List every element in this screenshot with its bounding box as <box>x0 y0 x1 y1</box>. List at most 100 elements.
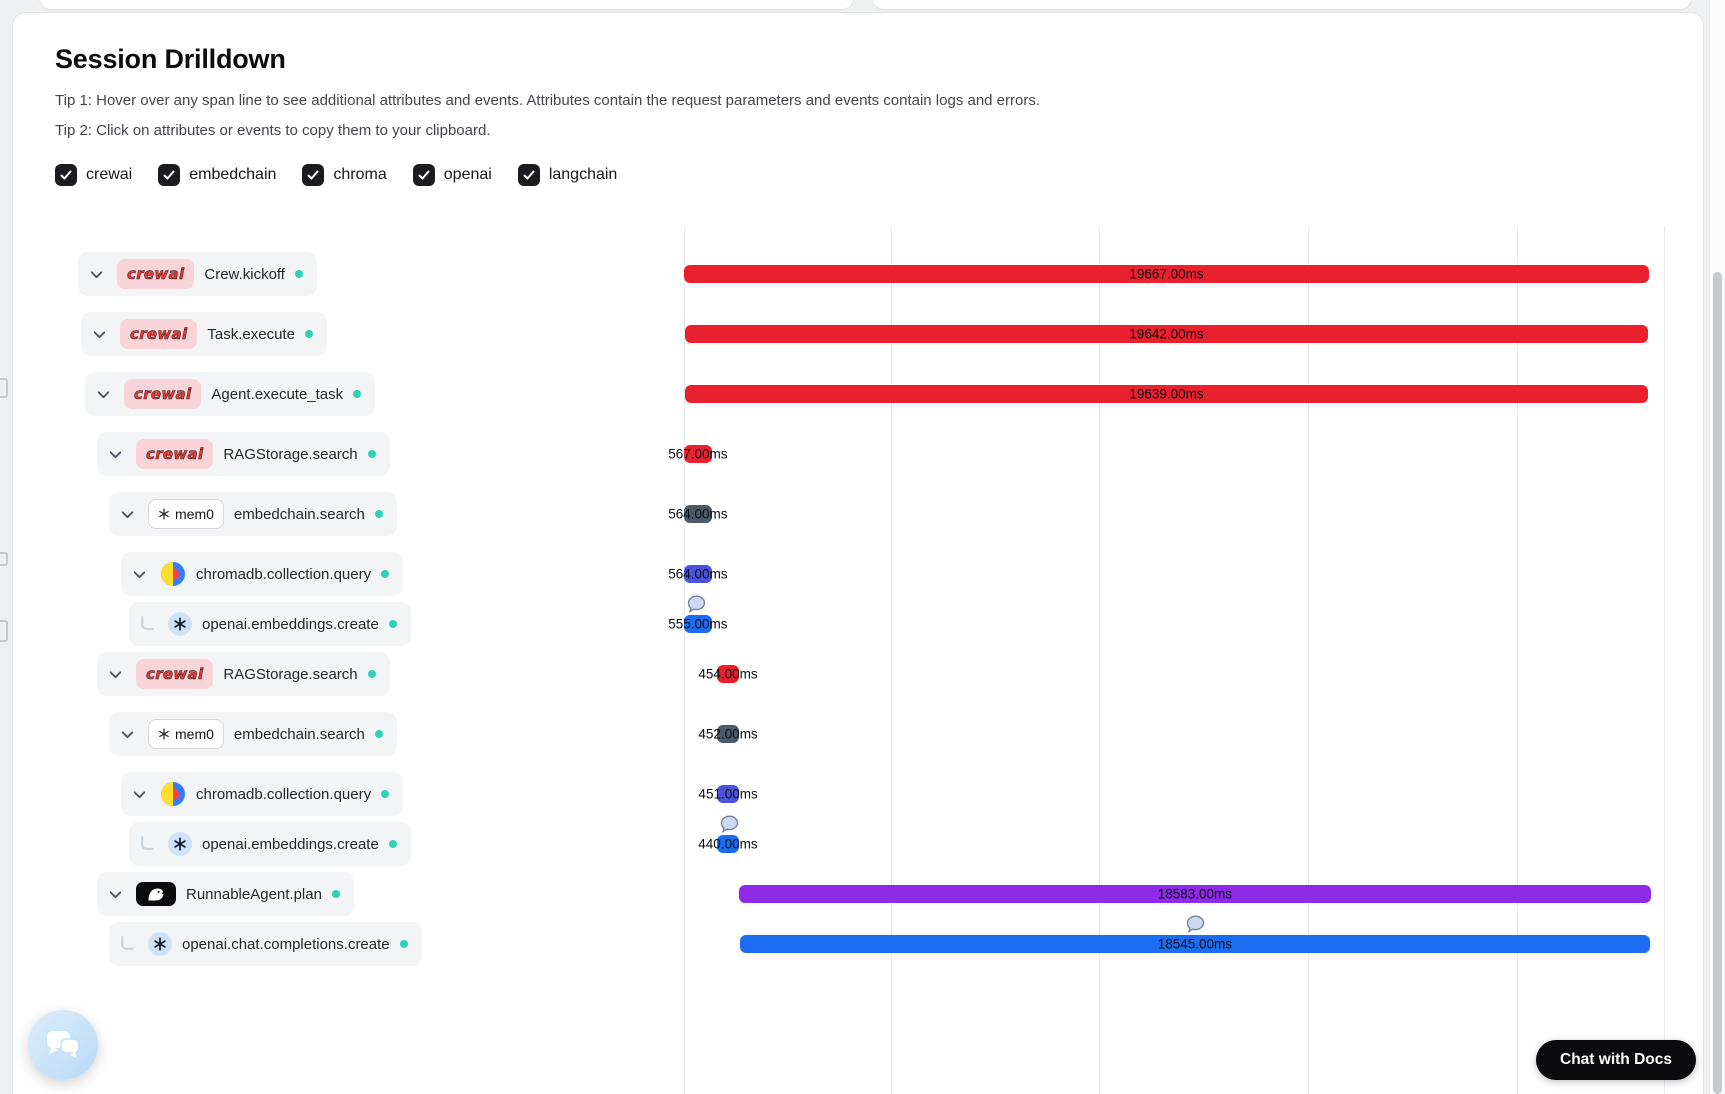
span-duration-label: 454.00ms <box>698 666 758 682</box>
chevron-down-icon[interactable] <box>91 326 108 343</box>
status-dot <box>381 570 390 578</box>
provider-badge <box>148 932 172 956</box>
provider-badge <box>136 882 176 906</box>
crewai-logo-icon: crewai <box>136 439 214 469</box>
span-name: embedchain.search <box>233 725 365 743</box>
span-duration-label: 18545.00ms <box>1157 936 1233 952</box>
chevron-down-icon[interactable] <box>95 386 112 403</box>
chevron-down-icon[interactable] <box>119 726 136 743</box>
timeline-gridline <box>1308 226 1309 1094</box>
status-dot <box>294 270 303 278</box>
openai-logo-icon <box>168 832 192 856</box>
span-label-pill[interactable]: crewai Agent.execute_task <box>85 372 376 416</box>
event-bubble-icon[interactable] <box>1186 915 1205 934</box>
row-connector <box>119 726 136 743</box>
status-dot <box>367 450 376 458</box>
elbow-connector-icon <box>141 835 154 850</box>
chevron-down-icon[interactable] <box>107 886 124 903</box>
span-name: chromadb.collection.query <box>196 565 372 583</box>
openai-logo-icon <box>148 932 172 956</box>
filter-label: crewai <box>86 166 133 183</box>
span-label-pill[interactable]: openai.chat.completions.create <box>109 922 422 966</box>
provider-badge: crewai <box>136 659 214 689</box>
chevron-down-icon[interactable] <box>107 446 124 463</box>
filter-checkbox-item[interactable]: crewai <box>55 164 132 186</box>
trace-row: crewai RAGStorage.search 567.00ms <box>0 432 1725 476</box>
chevron-down-icon[interactable] <box>131 786 148 803</box>
checkbox-checked-icon[interactable] <box>517 164 540 186</box>
chat-with-docs-button[interactable]: Chat with Docs <box>1536 1040 1696 1080</box>
chevron-down-icon[interactable] <box>119 506 136 523</box>
event-bubble-icon[interactable] <box>720 815 739 834</box>
checkbox-checked-icon[interactable] <box>412 164 435 186</box>
span-label-pill[interactable]: crewai Task.execute <box>81 312 327 356</box>
span-duration-label: 19642.00ms <box>1129 326 1204 342</box>
span-label-pill[interactable]: mem0 embedchain.search <box>109 492 397 536</box>
span-duration-bar[interactable]: 564.00ms <box>668 565 728 583</box>
page-scrollbar[interactable] <box>1709 0 1725 1094</box>
span-duration-label: 18583.00ms <box>1157 886 1233 902</box>
span-duration-bar[interactable]: 19639.00ms <box>684 385 1649 403</box>
row-connector <box>88 266 105 283</box>
trace-row: openai.chat.completions.create 18545.00m… <box>0 915 1725 966</box>
timeline-gridline <box>684 226 685 1094</box>
filter-checkbox-item[interactable]: langchain <box>517 164 617 186</box>
provider-badge: crewai <box>120 319 198 349</box>
crewai-logo-icon: crewai <box>136 659 214 689</box>
row-connector <box>139 835 156 853</box>
filter-checkbox-item[interactable]: openai <box>412 164 492 186</box>
span-label-pill[interactable]: crewai RAGStorage.search <box>97 652 390 696</box>
span-label-pill[interactable]: chromadb.collection.query <box>121 552 404 596</box>
span-label-pill[interactable]: crewai Crew.kickoff <box>78 252 317 296</box>
provider-badge: crewai <box>117 259 195 289</box>
filter-label: embedchain <box>189 166 277 183</box>
trace-row: crewai Crew.kickoff 19667.00ms <box>0 252 1725 296</box>
span-label-pill[interactable]: openai.embeddings.create <box>129 822 411 866</box>
span-name: openai.embeddings.create <box>202 615 379 633</box>
event-bubble-icon[interactable] <box>687 595 706 614</box>
openai-logo-icon <box>168 612 192 636</box>
crewai-logo-icon: crewai <box>120 319 198 349</box>
span-duration-bar[interactable]: 19667.00ms <box>684 265 1649 283</box>
span-duration-bar[interactable]: 451.00ms <box>698 785 758 803</box>
chat-bubbles-icon <box>44 1028 82 1062</box>
page-edge-fragment <box>0 620 8 642</box>
filter-checkbox-item[interactable]: chroma <box>302 164 387 186</box>
span-name: Agent.execute_task <box>211 385 344 403</box>
span-duration-bar[interactable]: 564.00ms <box>668 505 728 523</box>
page-edge-fragment <box>0 378 8 398</box>
span-label-pill[interactable]: RunnableAgent.plan <box>97 872 354 916</box>
span-duration-bar[interactable]: 440.00ms <box>698 835 758 853</box>
filter-label: openai <box>443 166 492 183</box>
span-label-pill[interactable]: crewai RAGStorage.search <box>97 432 390 476</box>
elbow-connector-icon <box>121 935 134 950</box>
chevron-down-icon[interactable] <box>88 266 105 283</box>
provider-badge <box>160 781 186 807</box>
span-label-pill[interactable]: mem0 embedchain.search <box>109 712 397 756</box>
span-duration-bar[interactable]: 452.00ms <box>698 725 758 743</box>
trace-row: crewai RAGStorage.search 454.00ms <box>0 652 1725 696</box>
row-connector <box>119 935 136 953</box>
checkbox-checked-icon[interactable] <box>158 164 181 186</box>
span-duration-label: 451.00ms <box>698 786 758 802</box>
span-duration-bar[interactable]: 18583.00ms <box>739 885 1651 903</box>
status-dot <box>381 790 390 798</box>
status-dot <box>374 730 383 738</box>
provider-badge <box>168 832 192 856</box>
chevron-down-icon[interactable] <box>131 566 148 583</box>
checkbox-checked-icon[interactable] <box>302 164 325 186</box>
scrollbar-thumb[interactable] <box>1713 272 1722 1094</box>
chevron-down-icon[interactable] <box>107 666 124 683</box>
span-duration-bar[interactable]: 18545.00ms <box>739 935 1650 953</box>
span-label-pill[interactable]: chromadb.collection.query <box>121 772 404 816</box>
span-duration-bar[interactable]: 454.00ms <box>698 665 758 683</box>
checkbox-checked-icon[interactable] <box>55 164 77 186</box>
span-duration-bar[interactable]: 19642.00ms <box>684 325 1649 343</box>
span-label-pill[interactable]: openai.embeddings.create <box>129 602 411 646</box>
timeline-gridline <box>891 226 892 1094</box>
span-duration-bar[interactable]: 555.00ms <box>668 615 728 633</box>
filter-checkbox-item[interactable]: embedchain <box>158 164 276 186</box>
span-duration-bar[interactable]: 567.00ms <box>668 445 728 463</box>
chat-widget-button[interactable] <box>28 1010 98 1080</box>
